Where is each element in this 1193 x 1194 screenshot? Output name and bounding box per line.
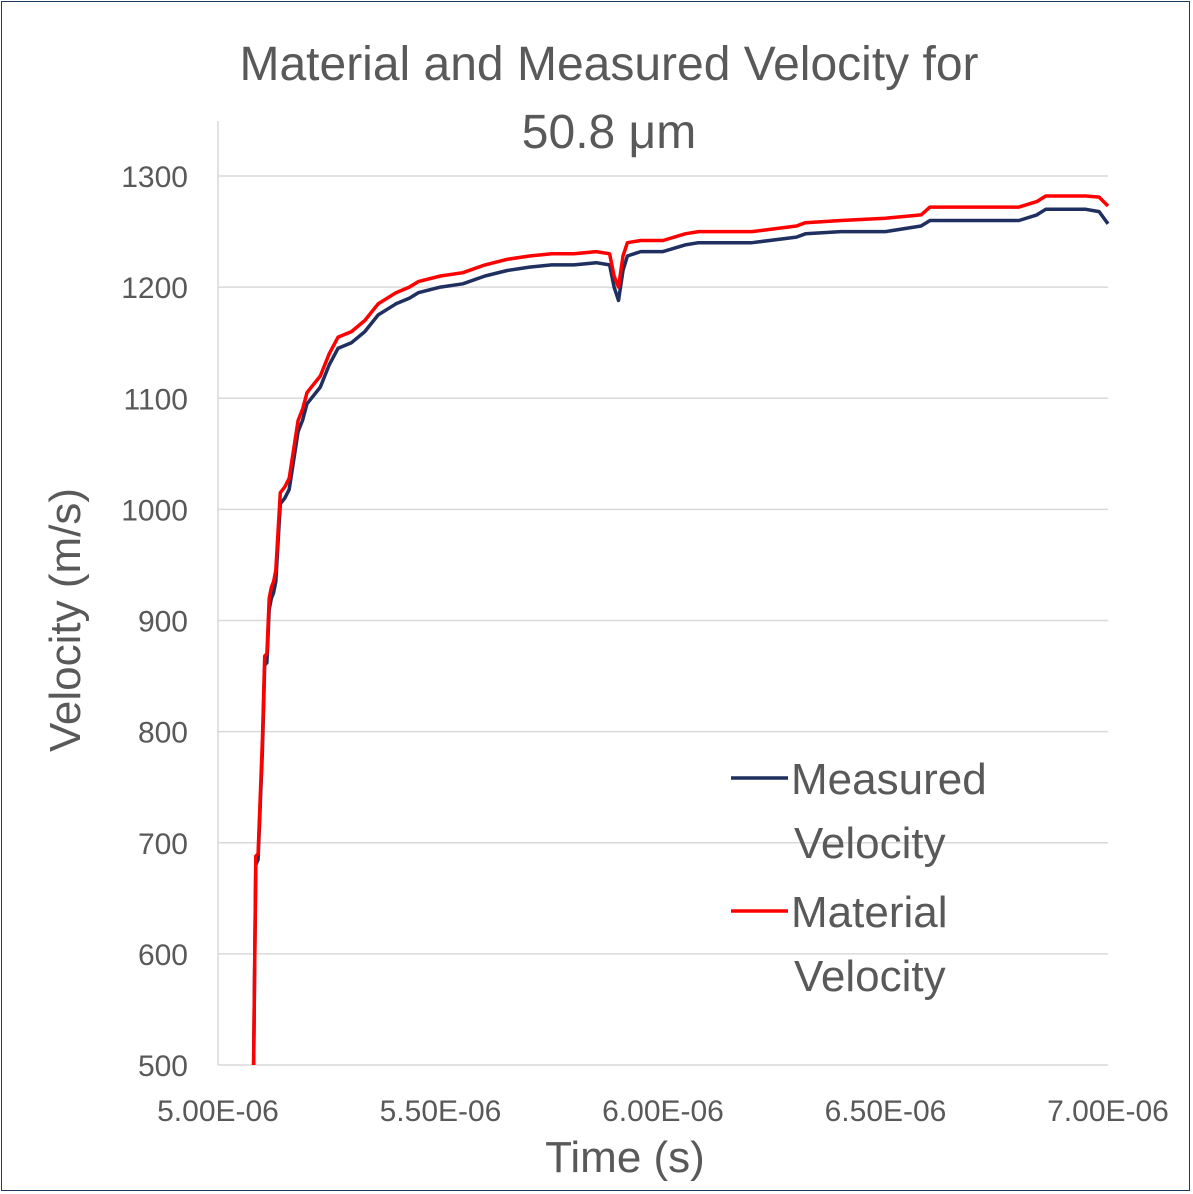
x-tick-labels: 5.00E-06 5.50E-06 6.00E-06 6.50E-06 7.00E-06 bbox=[157, 1095, 1169, 1128]
gridlines bbox=[218, 175, 1108, 1066]
chart-title-line-1: Material and Measured Velocity for bbox=[239, 38, 978, 91]
x-tick-label: 5.50E-06 bbox=[380, 1095, 502, 1128]
series-line-measured-velocity bbox=[251, 207, 1110, 1066]
y-tick-label: 900 bbox=[138, 606, 188, 639]
chart-title-line-2: 50.8 μm bbox=[522, 106, 696, 159]
legend-label-material-line-2: Velocity bbox=[794, 952, 946, 1001]
series-lines bbox=[251, 194, 1110, 1066]
x-tick-label: 6.00E-06 bbox=[602, 1095, 724, 1128]
y-tick-label: 1200 bbox=[121, 272, 188, 305]
series-line-material-velocity bbox=[251, 194, 1110, 1066]
legend-label-material-line-1: Material bbox=[791, 888, 948, 937]
y-tick-labels: 500 600 700 800 900 1000 1100 1200 1300 bbox=[121, 161, 188, 1083]
legend: Measured Velocity Material Velocity bbox=[731, 755, 987, 1001]
y-tick-label: 1100 bbox=[123, 383, 188, 416]
x-tick-label: 6.50E-06 bbox=[825, 1095, 947, 1128]
y-tick-label: 1300 bbox=[121, 161, 188, 194]
legend-label-measured-line-1: Measured bbox=[791, 755, 987, 804]
y-tick-label: 1000 bbox=[121, 494, 188, 527]
legend-label-measured-line-2: Velocity bbox=[794, 819, 946, 868]
y-tick-label: 700 bbox=[138, 828, 188, 861]
y-tick-label: 600 bbox=[138, 939, 188, 972]
y-axis-title: Velocity (m/s) bbox=[41, 488, 90, 752]
x-axis-title: Time (s) bbox=[545, 1133, 705, 1182]
y-tick-label: 500 bbox=[138, 1050, 188, 1083]
y-tick-label: 800 bbox=[138, 717, 188, 750]
x-tick-label: 7.00E-06 bbox=[1047, 1095, 1169, 1128]
x-tick-label: 5.00E-06 bbox=[157, 1095, 279, 1128]
